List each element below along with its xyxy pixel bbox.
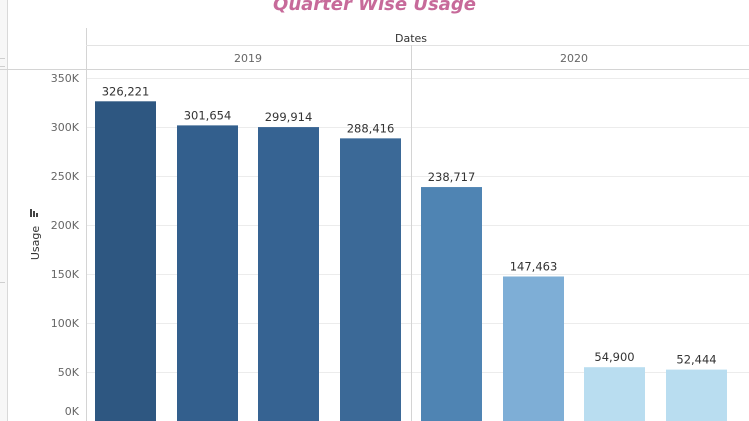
sort-icon[interactable] bbox=[36, 213, 38, 217]
data-label: 299,914 bbox=[265, 110, 313, 124]
sort-icon[interactable] bbox=[33, 211, 35, 217]
y-tick-label: 150K bbox=[51, 268, 80, 281]
group-label: 2019 bbox=[234, 52, 262, 65]
chart-title: Quarter Wise Usage bbox=[273, 0, 476, 15]
sort-icon[interactable] bbox=[30, 209, 32, 217]
data-label: 326,221 bbox=[102, 84, 150, 98]
data-label: 147,463 bbox=[510, 259, 558, 273]
bar[interactable] bbox=[503, 276, 564, 421]
bar[interactable] bbox=[666, 369, 727, 421]
y-tick-label: 100K bbox=[51, 317, 80, 330]
bar[interactable] bbox=[95, 101, 156, 421]
data-label: 52,444 bbox=[676, 353, 716, 367]
y-tick-label: 50K bbox=[58, 366, 80, 379]
left-panel-edge bbox=[0, 0, 8, 421]
y-axis-title: Usage bbox=[29, 226, 42, 261]
y-tick-label: 200K bbox=[51, 219, 80, 232]
y-tick-label: 0K bbox=[65, 405, 80, 418]
bar[interactable] bbox=[421, 187, 482, 421]
panel-divider bbox=[0, 66, 5, 67]
panel-divider bbox=[0, 58, 5, 59]
y-tick-label: 350K bbox=[51, 72, 80, 85]
bar[interactable] bbox=[258, 127, 319, 421]
y-tick-label: 300K bbox=[51, 121, 80, 134]
bar[interactable] bbox=[177, 125, 238, 421]
column-header-title: Dates bbox=[395, 32, 427, 45]
data-label: 288,416 bbox=[347, 121, 395, 135]
bar[interactable] bbox=[584, 367, 645, 421]
data-label: 301,654 bbox=[184, 108, 232, 122]
panel-divider bbox=[0, 282, 5, 283]
bar[interactable] bbox=[340, 138, 401, 421]
y-tick-label: 250K bbox=[51, 170, 80, 183]
data-label: 54,900 bbox=[594, 350, 634, 364]
group-label: 2020 bbox=[560, 52, 588, 65]
data-label: 238,717 bbox=[428, 170, 476, 184]
